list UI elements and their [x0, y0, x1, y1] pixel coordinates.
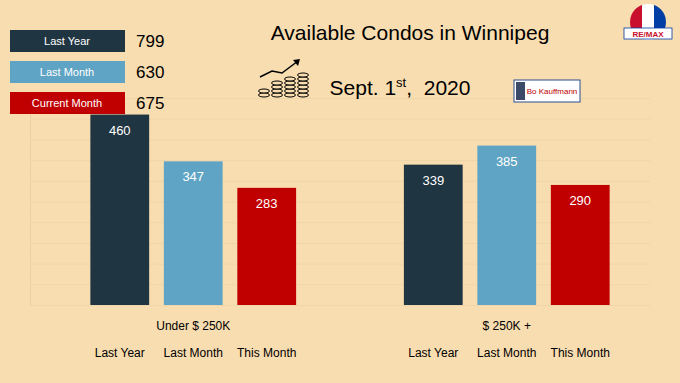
coin	[272, 89, 283, 93]
coin	[272, 85, 283, 89]
chart: Under $ 250K $ 250K + 460 Last Year 339 Last …	[0, 0, 680, 383]
data-label: 290	[569, 193, 591, 208]
x-tick-label: Under $ 250K	[156, 319, 230, 333]
legend-item: Last Month 630	[10, 61, 164, 83]
trend-arrow	[260, 61, 298, 77]
bar	[237, 188, 296, 305]
x-tick-label: $ 250K +	[483, 319, 531, 333]
bar-label: Last Year	[95, 346, 145, 360]
coin	[298, 89, 309, 93]
coin	[298, 85, 309, 89]
logo-band	[624, 28, 672, 39]
legend-swatch	[10, 30, 125, 52]
coin	[272, 81, 283, 85]
trend-arrowhead	[293, 59, 300, 66]
title: Available Condos in Winnipeg	[271, 21, 550, 44]
bar-label: Last Month	[164, 346, 223, 360]
data-label: 347	[182, 169, 204, 184]
bar	[90, 115, 149, 305]
bars	[90, 115, 609, 305]
coin	[298, 73, 309, 77]
coin	[285, 93, 296, 97]
coin	[259, 93, 270, 97]
legend: Last Year 799 Last Month 630 Current Month 67…	[10, 30, 164, 114]
legend-item: Current Month 675	[10, 92, 164, 114]
bar-label: This Month	[551, 346, 610, 360]
data-label: 283	[256, 196, 278, 211]
y-axis	[30, 99, 650, 306]
balloon	[630, 0, 666, 44]
subtitle-part: , 2020	[406, 76, 470, 99]
coin	[298, 77, 309, 81]
coin	[272, 93, 283, 97]
coin	[285, 77, 296, 81]
badge-photo	[516, 82, 525, 100]
data-label: 385	[496, 154, 518, 169]
x-tick: Under $ 250K	[156, 305, 230, 333]
coin	[259, 89, 270, 93]
bar	[404, 165, 463, 305]
bar-label: Last Month	[477, 346, 536, 360]
x-axis: Under $ 250K $ 250K +	[61, 305, 641, 333]
coin	[285, 81, 296, 85]
y-tick	[30, 305, 650, 306]
legend-label: Last Month	[40, 66, 94, 78]
legend-swatch	[10, 92, 125, 114]
subtitle: Sept. 1st, 2020	[330, 75, 471, 99]
bar	[164, 161, 223, 305]
legend-total: 630	[136, 63, 164, 82]
coin	[298, 93, 309, 97]
coin	[285, 85, 296, 89]
coins-icon	[259, 59, 309, 97]
legend-item: Last Year 799	[10, 30, 164, 52]
legend-total: 799	[136, 32, 164, 51]
remax-logo: RE/MAX	[624, 0, 672, 44]
x-axis-line	[61, 305, 641, 306]
grid-line	[30, 305, 650, 306]
data-label: 339	[422, 173, 444, 188]
legend-swatch	[10, 61, 125, 83]
legend-label: Current Month	[32, 97, 102, 109]
agent-badge: Bo Kauffmann	[514, 80, 580, 102]
bar-label: Last Year	[408, 346, 458, 360]
subtitle-sup: st	[396, 75, 407, 90]
logo-text: RE/MAX	[632, 30, 664, 39]
badge-box	[514, 80, 580, 102]
bar	[551, 185, 610, 305]
legend-total: 675	[136, 94, 164, 113]
coin	[298, 81, 309, 85]
background	[0, 0, 680, 383]
data-label: 460	[109, 123, 131, 138]
x-tick: $ 250K +	[483, 305, 531, 333]
legend-label: Last Year	[44, 35, 90, 47]
subtitle-part: Sept. 1	[330, 76, 397, 99]
coin	[285, 89, 296, 93]
badge-text: Bo Kauffmann	[527, 87, 578, 96]
bar-label: This Month	[237, 346, 296, 360]
bar-texts: 460 Last Year 339 Last Year 347 Last Month 385…	[95, 123, 610, 360]
bar	[477, 146, 536, 305]
